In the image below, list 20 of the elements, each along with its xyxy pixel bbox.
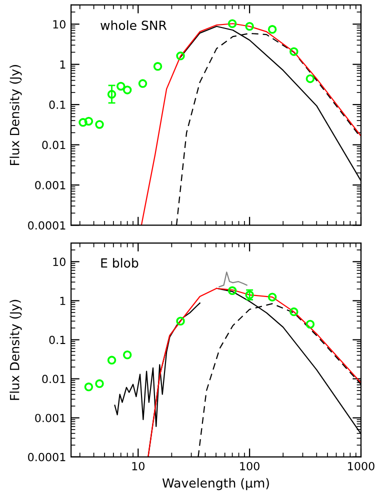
y-tick-label: 0.001 [35,414,66,422]
y-axis-title: Flux Density (Jy) [10,65,22,166]
y-tick-label: 0.01 [42,140,66,150]
y-tick-label: 0.1 [49,336,66,344]
y-tick-label: 0.0001 [28,452,66,462]
y-tick-label: 0.1 [49,100,66,109]
annotation: E blob [101,258,138,268]
annotation: whole SNR [100,20,167,30]
y-axis-title: Flux Density (Jy) [10,300,22,400]
x-tick-label: 10 [132,462,144,470]
x-axis-title: Wavelength (μm) [162,478,269,490]
y-tick-label: 0.01 [42,374,66,384]
y-tick-label: 10 [53,258,66,266]
y-tick-label: 1 [60,296,66,305]
y-tick-label: 0.001 [35,180,66,190]
y-tick-label: 0.0001 [28,221,66,230]
x-tick-label: 100 [240,462,260,470]
y-tick-label: 1 [60,60,66,69]
y-tick-label: 10 [53,20,66,29]
x-tick-label: 1000 [348,462,374,470]
